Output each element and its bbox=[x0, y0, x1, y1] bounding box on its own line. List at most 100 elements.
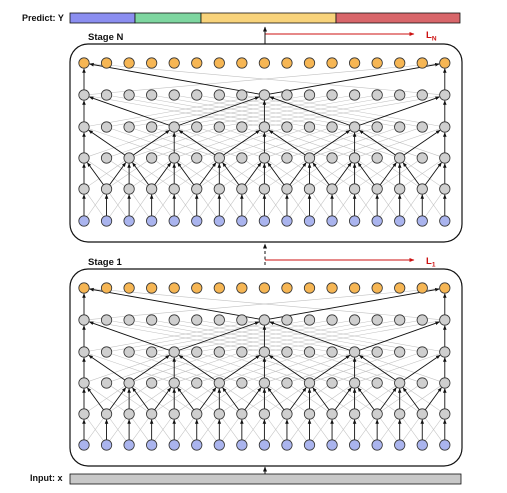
connection-edge bbox=[269, 128, 350, 157]
hidden-node bbox=[123, 89, 135, 101]
hidden-node bbox=[123, 121, 135, 133]
input-node bbox=[191, 439, 203, 451]
connection-edge bbox=[267, 162, 285, 186]
input-node bbox=[394, 215, 406, 227]
connection-edge bbox=[177, 162, 195, 186]
connection-edge bbox=[222, 387, 240, 411]
input-node bbox=[78, 439, 90, 451]
connection-edge bbox=[357, 162, 375, 186]
hidden-node bbox=[213, 346, 225, 358]
connection-edge bbox=[244, 387, 262, 411]
connection-edge bbox=[154, 387, 172, 411]
output-node bbox=[326, 282, 338, 294]
hidden-node bbox=[100, 377, 113, 389]
hidden-node bbox=[348, 89, 361, 101]
hidden-node bbox=[326, 346, 338, 358]
connection-edge bbox=[246, 95, 417, 127]
hidden-node bbox=[326, 408, 338, 420]
connection-edge bbox=[178, 96, 260, 126]
hidden-node bbox=[123, 183, 135, 195]
hidden-node bbox=[146, 377, 158, 389]
connection-edge bbox=[89, 320, 259, 352]
hidden-node bbox=[100, 121, 113, 133]
connection-edge bbox=[222, 162, 240, 186]
input-node bbox=[213, 215, 225, 227]
input-node bbox=[236, 215, 248, 227]
connection-edge bbox=[89, 95, 259, 127]
input-node bbox=[371, 215, 383, 227]
hidden-node bbox=[303, 121, 316, 133]
input-node bbox=[146, 439, 158, 451]
hidden-node bbox=[100, 314, 113, 326]
connection-edge bbox=[313, 161, 351, 187]
hidden-node bbox=[439, 346, 451, 358]
stage-1-block: Stage 1 bbox=[69, 257, 463, 467]
hidden-node bbox=[78, 346, 90, 358]
hidden-node bbox=[416, 152, 428, 164]
hidden-node bbox=[394, 314, 406, 326]
hidden-node bbox=[439, 377, 451, 389]
hidden-node bbox=[281, 346, 293, 358]
hidden-node bbox=[123, 346, 135, 358]
connection-edge bbox=[131, 193, 149, 217]
hidden-node bbox=[168, 183, 180, 195]
connection-edge bbox=[402, 418, 420, 441]
connection-edge bbox=[403, 129, 441, 156]
hidden-node bbox=[281, 89, 293, 101]
connection-edge bbox=[402, 193, 420, 217]
hidden-node bbox=[168, 89, 180, 101]
connection-edge bbox=[178, 321, 260, 351]
connection-edge bbox=[334, 387, 352, 411]
hidden-node bbox=[146, 152, 158, 164]
hidden-node bbox=[348, 408, 361, 420]
hidden-node bbox=[439, 121, 451, 133]
hidden-node bbox=[258, 152, 270, 164]
output-node bbox=[100, 57, 113, 69]
output-node bbox=[348, 57, 361, 69]
output-node bbox=[258, 57, 270, 69]
hidden-node bbox=[371, 152, 383, 164]
connection-edge bbox=[201, 95, 372, 127]
hidden-node bbox=[191, 89, 203, 101]
connection-edge bbox=[358, 354, 396, 381]
connection-edge bbox=[223, 129, 261, 156]
hidden-node bbox=[146, 121, 158, 133]
connection-edge bbox=[359, 353, 440, 382]
output-node bbox=[236, 57, 248, 69]
connection-edge bbox=[111, 320, 282, 352]
output-node bbox=[123, 57, 135, 69]
connection-edge bbox=[379, 418, 397, 441]
hidden-node bbox=[416, 89, 428, 101]
output-node bbox=[78, 57, 90, 69]
hidden-node bbox=[416, 377, 428, 389]
hidden-node bbox=[303, 346, 316, 358]
output-node bbox=[258, 282, 270, 294]
hidden-node bbox=[326, 183, 338, 195]
connection-edge bbox=[402, 162, 420, 186]
predict-bar-segment bbox=[200, 12, 337, 24]
hidden-node bbox=[191, 121, 203, 133]
connection-edge bbox=[289, 387, 307, 411]
stage-1-title: Stage 1 bbox=[88, 257, 123, 268]
input-node bbox=[416, 439, 428, 451]
connection-edge bbox=[357, 193, 375, 217]
input-node bbox=[371, 439, 383, 451]
input-node bbox=[439, 215, 451, 227]
hidden-node bbox=[146, 183, 158, 195]
hidden-node bbox=[303, 152, 316, 164]
hidden-node bbox=[394, 89, 406, 101]
connection-edge bbox=[289, 162, 307, 186]
stage-n-block: Stage N bbox=[69, 32, 463, 243]
connection-edge bbox=[424, 387, 442, 411]
connection-edge bbox=[178, 386, 215, 412]
connection-edge bbox=[424, 162, 442, 186]
connection-edge bbox=[133, 129, 170, 156]
hidden-node bbox=[213, 314, 225, 326]
hidden-node bbox=[213, 152, 225, 164]
hidden-node bbox=[78, 152, 90, 164]
hidden-node bbox=[191, 408, 203, 420]
connection-edge bbox=[269, 321, 350, 351]
input-node bbox=[326, 439, 338, 451]
connection-edge bbox=[357, 387, 375, 411]
connection-edge bbox=[86, 387, 104, 411]
